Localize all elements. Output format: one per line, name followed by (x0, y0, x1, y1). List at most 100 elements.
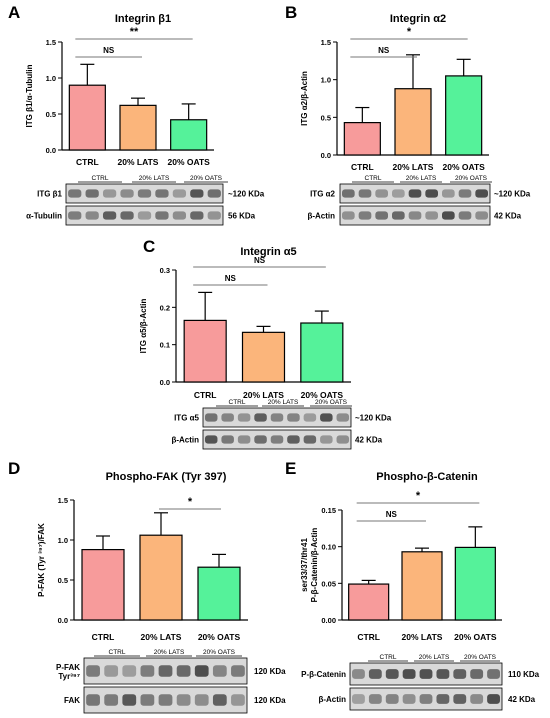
blot-band (194, 694, 209, 706)
blot-band (470, 694, 484, 704)
blot-band (237, 413, 251, 422)
blot-band (122, 694, 137, 706)
blot-band (158, 694, 173, 706)
y-tick-label: 1.0 (321, 76, 331, 85)
blot-band (342, 189, 355, 198)
blot-band (231, 665, 245, 677)
blot-band (172, 211, 187, 220)
blot-group-label: 20% LATS (419, 654, 450, 661)
blot-band (207, 211, 221, 220)
blot-group-label: 20% OATS (190, 175, 223, 182)
y-axis-label: ITG β1/α-Tubulin (25, 64, 34, 127)
y-axis-label: P-FAK (Tyr ³⁹⁷)/FAK (37, 523, 46, 597)
bar-1 (394, 88, 432, 156)
blot-band (425, 211, 438, 220)
significance-label: * (407, 26, 412, 38)
blot-band (419, 669, 433, 679)
blot-band (352, 694, 365, 704)
panel-letter: D (8, 459, 20, 478)
blot-band (336, 413, 350, 422)
blot-weight-label: 120 KDa (254, 696, 286, 705)
y-axis-label: ITG α2/β-Actin (300, 71, 309, 126)
blot-band (453, 669, 467, 679)
blot-band (68, 211, 82, 220)
x-tick-label: CTRL (76, 157, 99, 167)
y-tick-label: 0.5 (58, 576, 68, 585)
y-tick-label: 0.0 (160, 378, 170, 387)
x-tick-label: 20% LATS (243, 390, 284, 400)
blot-group-label: 20% OATS (455, 175, 488, 182)
blot-band (368, 669, 382, 679)
blot-group-label: 20% LATS (139, 175, 170, 182)
blot-group-label: CTRL (92, 175, 109, 182)
y-tick-label: 0.5 (46, 110, 56, 119)
blot-band (320, 413, 333, 422)
blot-band (86, 665, 100, 677)
y-tick-label: 0.1 (160, 341, 170, 350)
y-tick-label: 0.00 (321, 616, 336, 625)
blot-group-label: 20% OATS (464, 654, 497, 661)
x-tick-label: 20% OATS (167, 157, 210, 167)
bar-1 (401, 551, 443, 621)
blot-group-label: CTRL (109, 649, 126, 656)
significance-label: NS (378, 46, 390, 55)
blot-band (212, 665, 227, 677)
x-tick-label: 20% LATS (402, 632, 443, 642)
chart-title: Phospho-FAK (Tyr 397) (106, 471, 227, 483)
blot-band (104, 665, 119, 677)
blot-row-label: P-β-Catenin (301, 670, 346, 679)
y-tick-label: 0.0 (321, 151, 331, 160)
blot-band (120, 211, 134, 220)
blot-band (436, 669, 450, 679)
blot-band (320, 435, 333, 444)
bar-2 (300, 322, 344, 383)
blot-band (303, 435, 317, 444)
y-axis-label: P-β-Catenin/β-Actin (310, 528, 319, 603)
blot-band (104, 694, 119, 706)
blot-band (137, 211, 152, 220)
blot-row-label: ITG β1 (37, 190, 62, 199)
significance-label: NS (254, 256, 266, 265)
blot-band (425, 189, 438, 198)
blot-band (402, 694, 416, 704)
blot-band (204, 413, 218, 422)
blot-group-label: 20% LATS (406, 175, 437, 182)
blot-band (442, 189, 455, 198)
blot-band (375, 189, 388, 198)
blot-group-label: 20% OATS (315, 399, 348, 406)
panel-letter: A (8, 3, 20, 22)
blot-band (408, 211, 422, 220)
x-tick-label: CTRL (194, 390, 217, 400)
blot-band (487, 694, 500, 704)
blot-band (194, 665, 209, 677)
blot-band (176, 665, 191, 677)
blot-group-label: CTRL (229, 399, 246, 406)
blot-band (270, 413, 284, 422)
y-tick-label: 1.5 (46, 38, 56, 47)
blot-band (475, 211, 488, 220)
blot-band (155, 189, 169, 198)
blot-band (442, 211, 455, 220)
x-tick-label: 20% OATS (442, 162, 485, 172)
y-axis-label: ITG α5/β-Actin (139, 299, 148, 354)
blot-band (212, 694, 227, 706)
x-tick-label: 20% LATS (118, 157, 159, 167)
bar-2 (197, 566, 241, 621)
blot-band (342, 211, 355, 220)
blot-band (408, 189, 422, 198)
bar-0 (68, 84, 106, 151)
significance-label: ** (130, 26, 139, 38)
blot-band (385, 694, 399, 704)
blot-band (458, 189, 472, 198)
blot-band (336, 435, 350, 444)
blot-weight-label: 56 KDa (228, 212, 256, 221)
blot-band (254, 435, 267, 444)
x-tick-label: 20% LATS (393, 162, 434, 172)
blot-band (358, 211, 372, 220)
bar-2 (170, 119, 208, 151)
bar-1 (139, 534, 183, 621)
blot-band (287, 435, 300, 444)
chart-title: Phospho-β-Catenin (376, 471, 478, 483)
blot-group-label: 20% LATS (268, 399, 299, 406)
blot-band (287, 413, 300, 422)
